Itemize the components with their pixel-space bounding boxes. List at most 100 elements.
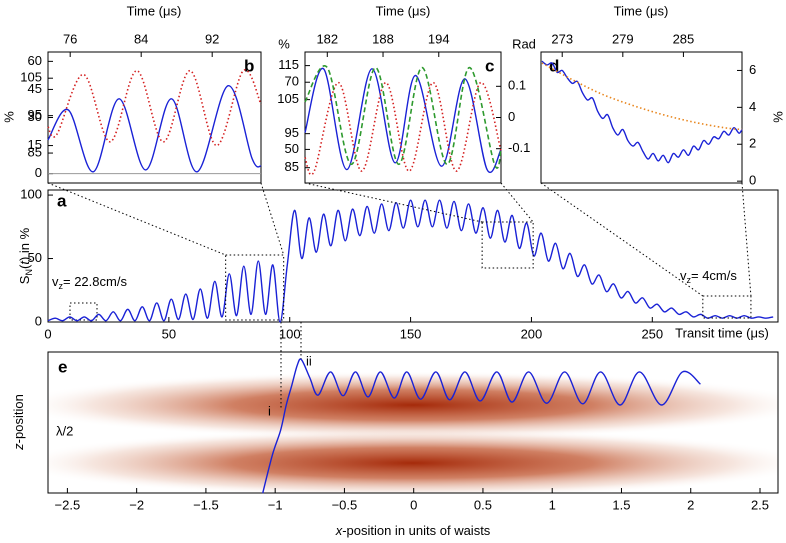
panel-letter: e: [58, 357, 67, 376]
x-tick-label: 273: [551, 31, 573, 46]
x-tick-label: 279: [612, 31, 634, 46]
annotation: vz= 4cm/s: [680, 268, 737, 285]
zoom-box: [481, 221, 534, 269]
y-tick-label: 45: [28, 81, 42, 96]
x-axis-label: x-position in units of waists: [335, 523, 491, 538]
x-tick-label: 1.5: [612, 497, 630, 512]
plot-frame: [47, 351, 779, 494]
x-tick-label: 100: [279, 326, 301, 341]
y-tick-label: 15: [28, 137, 42, 152]
y-tick-label: -0.1: [508, 140, 530, 155]
x-tick-label: −2: [129, 497, 144, 512]
top-axis-label: Time (μs): [614, 3, 669, 18]
panel-letter: b: [244, 56, 254, 75]
x-tick-label: 2.5: [751, 497, 769, 512]
y-tick-label: 85: [285, 159, 299, 174]
x-tick-label: 0.5: [474, 497, 492, 512]
plot-frame: [540, 51, 743, 184]
x-tick-label: −2.5: [55, 497, 81, 512]
label-part: z: [11, 443, 26, 451]
label-part: S: [17, 275, 32, 284]
y-axis-label: %: [1, 111, 16, 123]
y-tick-label: 0: [35, 165, 42, 180]
data-line: [47, 85, 262, 173]
x-tick-label: 92: [205, 31, 219, 46]
y-axis-label: SN(t) in %: [17, 227, 34, 284]
label-part: = 4cm/s: [691, 268, 737, 283]
plot-frame: [47, 189, 779, 323]
y-tick-label: 100: [20, 187, 42, 202]
label-part: t: [17, 260, 32, 265]
x-tick-label: −1.5: [193, 497, 219, 512]
y-tick-label: 6: [749, 62, 756, 77]
x-tick-label: 2: [687, 497, 694, 512]
label-part: z: [59, 281, 64, 291]
x-tick-label: 250: [641, 326, 663, 341]
x-tick-label: 194: [428, 31, 450, 46]
y-tick-label: 0.1: [508, 78, 526, 93]
annotation: i: [268, 403, 271, 418]
y-tick-label: 2: [749, 136, 756, 151]
x-tick-label: 0: [44, 326, 51, 341]
label-part: N: [24, 269, 34, 276]
y-tick-label: 105: [277, 91, 299, 106]
connector: [260, 182, 285, 256]
y-tick-label: 85: [28, 144, 42, 159]
label-part: -position: [11, 394, 26, 443]
y-tick-label: 95: [285, 125, 299, 140]
plot-frame: [47, 51, 262, 184]
panel-letter: a: [57, 191, 67, 210]
data-line: [304, 68, 502, 173]
label-part: v: [52, 274, 59, 289]
y-axis-label: %: [770, 111, 785, 123]
x-tick-label: −1: [268, 497, 283, 512]
annotation: ii: [306, 353, 312, 368]
x-tick-label: 1: [549, 497, 556, 512]
connector: [304, 182, 483, 223]
x-tick-label: 188: [372, 31, 394, 46]
annotation: λ/2: [56, 423, 73, 438]
zoom-box: [702, 295, 752, 319]
label-part: = 22.8cm/s: [63, 274, 127, 289]
y-tick-label: 60: [28, 53, 42, 68]
x-tick-label: 285: [673, 31, 695, 46]
y-tick-label: 70: [285, 74, 299, 89]
standing-wave-band: [48, 371, 778, 439]
y-tick-label: 50: [285, 141, 299, 156]
data-line: [541, 62, 743, 131]
y-tick-label: 95: [28, 107, 42, 122]
connector: [500, 182, 534, 223]
y-tick-label: 50: [28, 250, 42, 265]
zoom-box: [69, 302, 98, 321]
y-tick-label: 30: [28, 109, 42, 124]
y-tick-label: 0: [508, 109, 515, 124]
y-axis-label: z-position: [11, 394, 26, 451]
y-axis-label: %: [278, 36, 290, 51]
x-tick-label: 150: [400, 326, 422, 341]
data-line: [47, 69, 262, 147]
standing-wave-band: [48, 429, 778, 493]
y-tick-label: 0: [35, 313, 42, 328]
top-axis-label: Time (μs): [127, 3, 182, 18]
label-part: ) in %: [17, 227, 32, 261]
y-tick-label: 4: [749, 99, 756, 114]
connector: [741, 182, 752, 297]
x-tick-label: 182: [316, 31, 338, 46]
data-line: [262, 358, 701, 494]
label-part: v: [680, 268, 687, 283]
top-axis-label: Time (μs): [376, 3, 431, 18]
label-part: -position in units of waists: [342, 523, 491, 538]
x-axis-label: Transit time (μs): [675, 325, 769, 340]
data-line: [47, 199, 774, 323]
x-tick-label: −0.5: [332, 497, 358, 512]
x-tick-label: 200: [521, 326, 543, 341]
connector: [540, 182, 704, 297]
x-tick-label: 0: [410, 497, 417, 512]
annotation: vz= 22.8cm/s: [52, 274, 127, 291]
y-tick-label: 105: [20, 70, 42, 85]
x-tick-label: 84: [134, 31, 148, 46]
y-tick-label: 115: [278, 57, 299, 72]
y-tick-label: 0: [749, 173, 756, 188]
label-part: x: [335, 523, 343, 538]
